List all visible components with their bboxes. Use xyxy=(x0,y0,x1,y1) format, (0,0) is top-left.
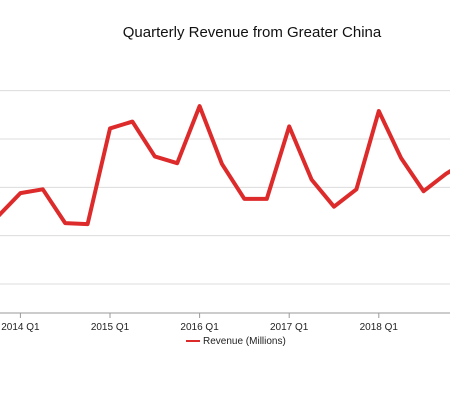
legend-label: Revenue (Millions) xyxy=(203,336,286,347)
chart-title: Quarterly Revenue from Greater China xyxy=(123,24,382,41)
gridlines xyxy=(0,90,450,314)
x-tick-label: 2017 Q1 xyxy=(270,322,309,333)
legend: Revenue (Millions) xyxy=(186,336,286,347)
x-tick-label: 2018 Q1 xyxy=(360,322,399,333)
x-tick-label: 2016 Q1 xyxy=(180,322,219,333)
x-tick-label: 2015 Q1 xyxy=(91,322,130,333)
series-group xyxy=(0,104,450,227)
series-line-0 xyxy=(0,104,450,227)
x-tick-label: 2014 Q1 xyxy=(1,322,40,333)
